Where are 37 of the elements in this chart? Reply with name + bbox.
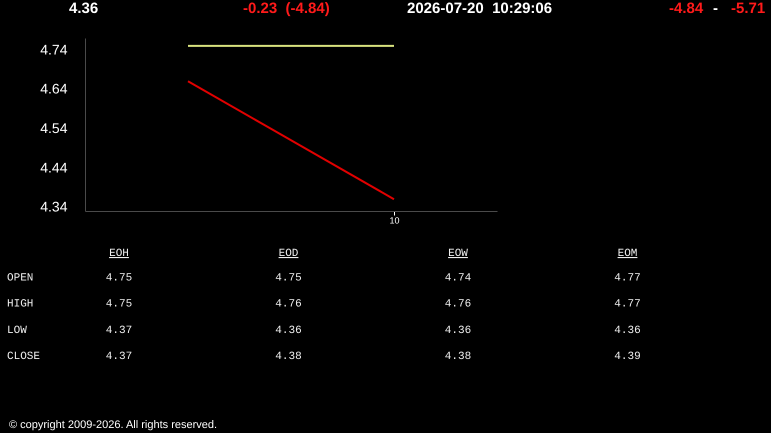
data-label: 4.75: [106, 272, 132, 284]
x-tick-label: 10: [389, 216, 400, 226]
data-label: 4.38: [444, 351, 472, 364]
data-label: 4.37: [106, 351, 132, 364]
chart-title: 4.36: [69, 0, 98, 17]
text: 2026-07-20 10:29:06: [407, 0, 552, 17]
data-label: 4.74: [444, 272, 472, 284]
category-label: EOH: [109, 248, 129, 260]
y-tick-label: 4.44: [40, 159, 68, 176]
data-label: 4.75: [275, 272, 302, 284]
category-label: EOD: [278, 248, 299, 260]
text: HIGH: [7, 298, 34, 311]
data-label: 4.75: [106, 298, 132, 311]
data-label: 4.77: [614, 298, 641, 311]
data-label: 4.37: [106, 324, 132, 337]
text: -5.71: [731, 0, 766, 17]
y-tick-label: 4.34: [40, 198, 68, 215]
category-label: EOW: [448, 248, 468, 260]
y-tick-label: 4.64: [40, 80, 68, 97]
data-label: 4.39: [614, 351, 641, 364]
data-label: 4.76: [444, 298, 472, 311]
text: © copyright 2009-2026. All rights reserved.: [9, 419, 218, 431]
data-label: 4.36: [614, 324, 641, 337]
y-tick-label: 4.74: [40, 41, 68, 58]
category-label: EOM: [618, 248, 638, 260]
data-label: 4.36: [444, 324, 472, 337]
text: -4.84: [669, 0, 704, 17]
data-label: 4.38: [275, 351, 302, 364]
data-label: 4.36: [275, 324, 302, 337]
text: -: [713, 0, 718, 17]
text: -0.23 (-4.84): [243, 0, 330, 17]
text: CLOSE: [7, 351, 40, 364]
data-label: 4.77: [614, 272, 641, 284]
data-label: 4.76: [275, 298, 302, 311]
series-label: OPEN: [7, 272, 34, 284]
text: LOW: [7, 324, 28, 337]
y-tick-label: 4.54: [40, 120, 68, 136]
